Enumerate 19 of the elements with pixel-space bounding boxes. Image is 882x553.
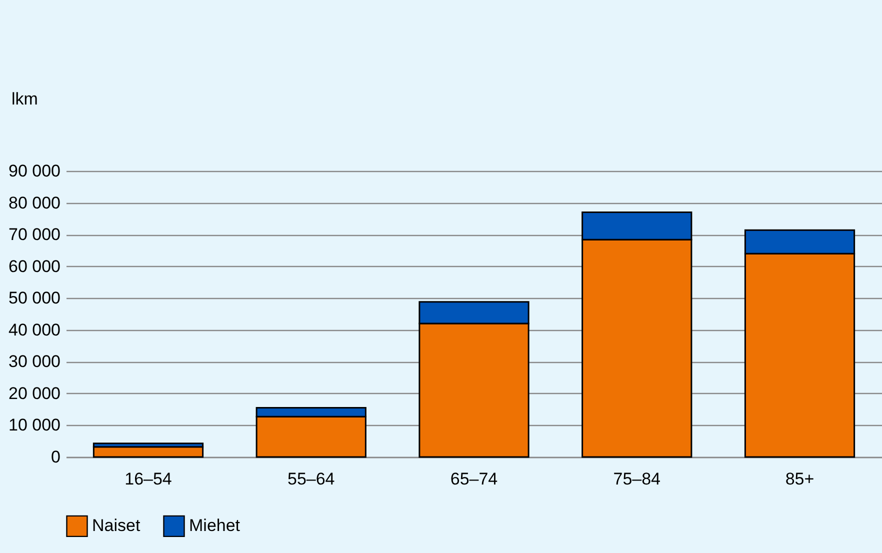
y-tick-label: 10 000 [8, 416, 60, 435]
y-tick-label: 30 000 [8, 352, 60, 372]
x-tick-label: 85+ [785, 470, 814, 488]
x-tick-label: 75–84 [613, 470, 661, 488]
x-tick-label: 65–74 [450, 470, 498, 488]
legend-label: Naiset [92, 516, 140, 536]
y-tick-label: 50 000 [8, 288, 60, 308]
y-tick-label: 80 000 [8, 193, 60, 212]
y-tick-label: 20 000 [8, 384, 60, 403]
x-tick-label: 16–54 [124, 470, 172, 488]
y-tick-label: 60 000 [8, 256, 60, 276]
bar [92, 446, 204, 458]
y-axis-title: lkm [12, 90, 38, 108]
y-tick-label: 0 [51, 448, 60, 466]
x-tick-label: 55–64 [287, 470, 335, 488]
legend-label: Miehet [189, 516, 240, 536]
y-tick-label: 70 000 [8, 225, 60, 244]
y-tick-label: 90 000 [8, 162, 60, 180]
y-tick-label: 40 000 [8, 320, 60, 340]
